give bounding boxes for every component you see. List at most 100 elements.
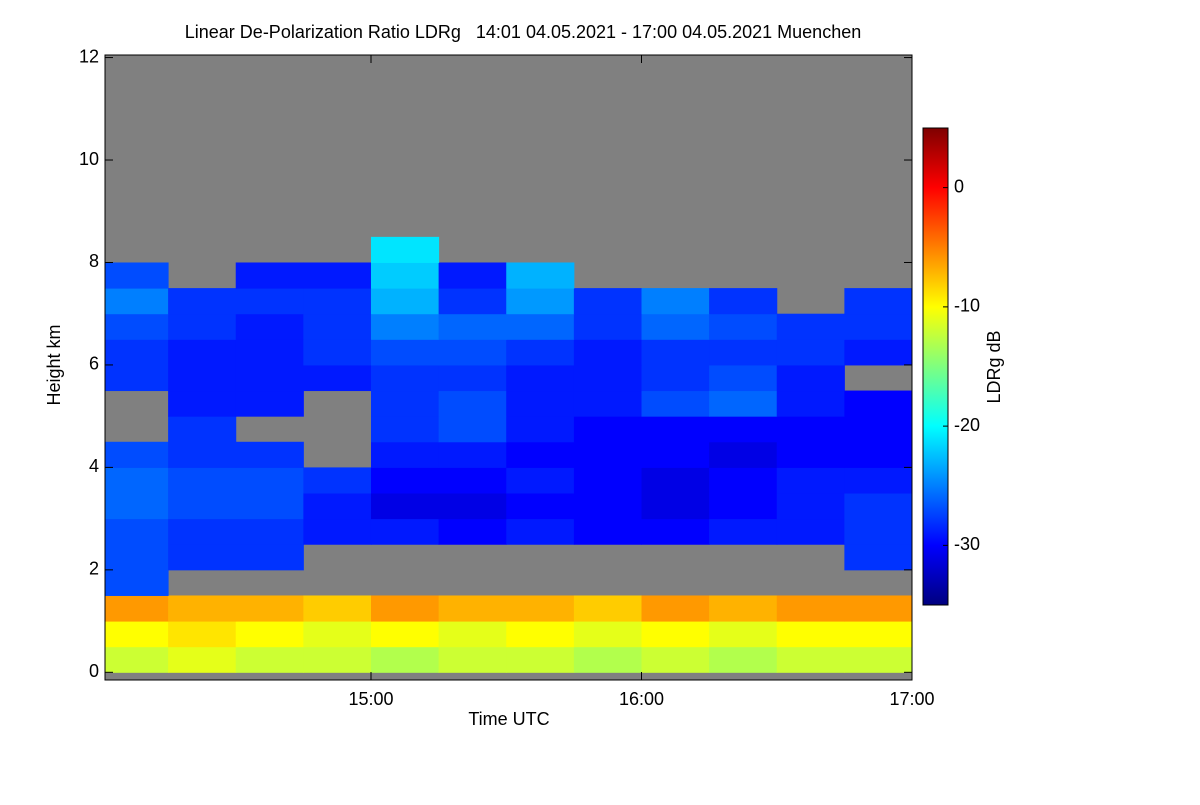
heatmap-cell (105, 493, 169, 520)
heatmap-cell (641, 364, 710, 392)
heatmap-cell (438, 441, 507, 468)
heatmap-cell (573, 390, 642, 417)
heatmap-cell (776, 646, 845, 673)
heatmap-cell (573, 621, 642, 648)
heatmap-cell (506, 339, 575, 366)
heatmap-cell (506, 441, 575, 468)
heatmap-cell (844, 313, 913, 340)
heatmap-cell (573, 493, 642, 520)
heatmap-cell (641, 313, 710, 340)
heatmap-cell (105, 262, 169, 289)
heatmap-cell (105, 364, 169, 392)
heatmap-cell (303, 646, 372, 673)
heatmap-cell (168, 364, 237, 392)
heatmap-cell (438, 364, 507, 392)
heatmap-cell (573, 518, 642, 545)
heatmap-cell (105, 313, 169, 340)
heatmap-cell (641, 646, 710, 673)
heatmap-cell (438, 621, 507, 648)
heatmap-cell (105, 441, 169, 468)
heatmap-cell (573, 595, 642, 622)
heatmap-cell (105, 467, 169, 494)
heatmap-cell (844, 621, 913, 648)
heatmap-cell (438, 467, 507, 494)
heatmap-cell (370, 339, 440, 366)
heatmap-cell (438, 313, 507, 340)
heatmap-cell (370, 493, 440, 520)
y-tick-label: 8 (89, 251, 99, 271)
heatmap-cell (168, 467, 237, 494)
heatmap-cell (844, 390, 913, 417)
colorbar-tick-label: 0 (954, 176, 964, 196)
heatmap-cell (105, 595, 169, 622)
y-tick-label: 0 (89, 661, 99, 681)
heatmap-cell (506, 390, 575, 417)
heatmap-cell (573, 288, 642, 315)
heatmap-cell (303, 621, 372, 648)
heatmap-cell (303, 467, 372, 494)
heatmap-cell (370, 646, 440, 673)
heatmap-cell (641, 416, 710, 443)
heatmap-cell (235, 621, 304, 648)
heatmap-cell (506, 518, 575, 545)
heatmap-cell (776, 441, 845, 468)
heatmap-cell (776, 621, 845, 648)
heatmap-cell (709, 595, 778, 622)
heatmap-cell (105, 621, 169, 648)
heatmap-cell (506, 313, 575, 340)
y-tick-label: 2 (89, 559, 99, 579)
heatmap-cell (709, 493, 778, 520)
heatmap-cell (438, 416, 507, 443)
heatmap-cell (438, 646, 507, 673)
heatmap-cell (370, 236, 440, 263)
heatmap-cell (370, 390, 440, 417)
heatmap-cell (709, 518, 778, 545)
heatmap-cell (168, 390, 237, 417)
heatmap-cell (573, 416, 642, 443)
heatmap-cell (776, 416, 845, 443)
heatmap-cell (709, 646, 778, 673)
heatmap-cell (235, 646, 304, 673)
heatmap-cell (168, 339, 237, 366)
heatmap-cell (303, 262, 372, 289)
heatmap-cell (168, 441, 237, 468)
heatmap-cell (168, 288, 237, 315)
heatmap-cell (235, 339, 304, 366)
x-tick-label: 15:00 (348, 689, 393, 709)
heatmap-cell (573, 364, 642, 392)
heatmap-cell (844, 493, 913, 520)
heatmap-cell (506, 621, 575, 648)
heatmap-cell (168, 493, 237, 520)
heatmap-cell (709, 441, 778, 468)
heatmap-cell (105, 518, 169, 545)
heatmap-cell (105, 339, 169, 366)
heatmap-cell (168, 646, 237, 673)
heatmap-cell (370, 595, 440, 622)
heatmap-cell (235, 390, 304, 417)
heatmap-cell (709, 416, 778, 443)
y-tick-label: 12 (79, 46, 99, 66)
x-tick-label: 16:00 (619, 689, 664, 709)
heatmap-cell (235, 364, 304, 392)
heatmap-cell (438, 339, 507, 366)
heatmap-cell (709, 621, 778, 648)
heatmap-cell (641, 339, 710, 366)
heatmap-cell (641, 288, 710, 315)
heatmap-cell (573, 646, 642, 673)
heatmap-cell (370, 262, 440, 289)
heatmap-cell (573, 339, 642, 366)
heatmap-cell (303, 518, 372, 545)
heatmap-cell (235, 544, 304, 571)
heatmap-cell (641, 390, 710, 417)
heatmap-cell (776, 313, 845, 340)
heatmap-cell (506, 288, 575, 315)
heatmap-cell (105, 569, 169, 596)
heatmap-cell (235, 288, 304, 315)
heatmap-cell (506, 416, 575, 443)
heatmap-cell (573, 467, 642, 494)
heatmap-cell (303, 288, 372, 315)
heatmap-cell (776, 364, 845, 392)
heatmap-cell (303, 339, 372, 366)
heatmap-cell (506, 467, 575, 494)
